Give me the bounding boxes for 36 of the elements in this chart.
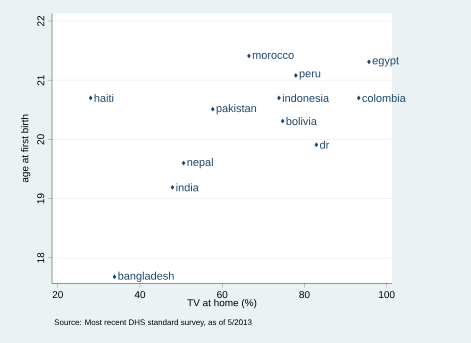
annotation: haiti: [94, 94, 114, 102]
x-axis-title: TV at home (%): [187, 298, 256, 308]
point: [294, 73, 298, 78]
point: [112, 274, 116, 280]
point: [314, 142, 318, 148]
x-tick-label: 80: [299, 291, 310, 298]
x-tick-label: 40: [134, 291, 146, 298]
y-tick-label: 22: [37, 16, 44, 26]
annotation: peru: [300, 71, 320, 80]
point: [210, 106, 215, 112]
point: [170, 184, 174, 190]
point: [280, 118, 284, 124]
annotation: bolivia: [286, 117, 317, 126]
point: [356, 96, 361, 100]
x-tick-label: 100: [379, 291, 395, 298]
point: [182, 160, 186, 166]
y-axis-title: age at first birth: [21, 114, 30, 182]
annotation: dr: [320, 140, 330, 149]
annotation: india: [176, 183, 199, 192]
annotation: nepal: [187, 158, 213, 168]
y-tick-label: 20: [37, 134, 44, 144]
x-tick-label: 60: [217, 291, 228, 298]
point: [247, 54, 251, 58]
point: [367, 59, 371, 64]
x-tick-label: 20: [52, 291, 63, 298]
point: [88, 96, 92, 100]
annotation: morocco: [252, 52, 294, 59]
annotation: egypt: [372, 57, 399, 67]
annotation: pakistan: [216, 104, 256, 114]
annotation: bangladesh: [118, 272, 174, 282]
annotation: indonesia: [282, 94, 330, 102]
y-tick-label: 18: [37, 252, 44, 263]
annotation: colombia: [362, 94, 406, 102]
y-tick-label: 19: [37, 194, 44, 204]
y-tick-label: 21: [37, 75, 44, 86]
point: [277, 96, 281, 100]
